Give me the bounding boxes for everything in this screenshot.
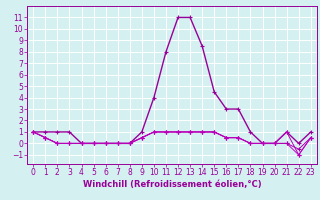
- X-axis label: Windchill (Refroidissement éolien,°C): Windchill (Refroidissement éolien,°C): [83, 180, 261, 189]
